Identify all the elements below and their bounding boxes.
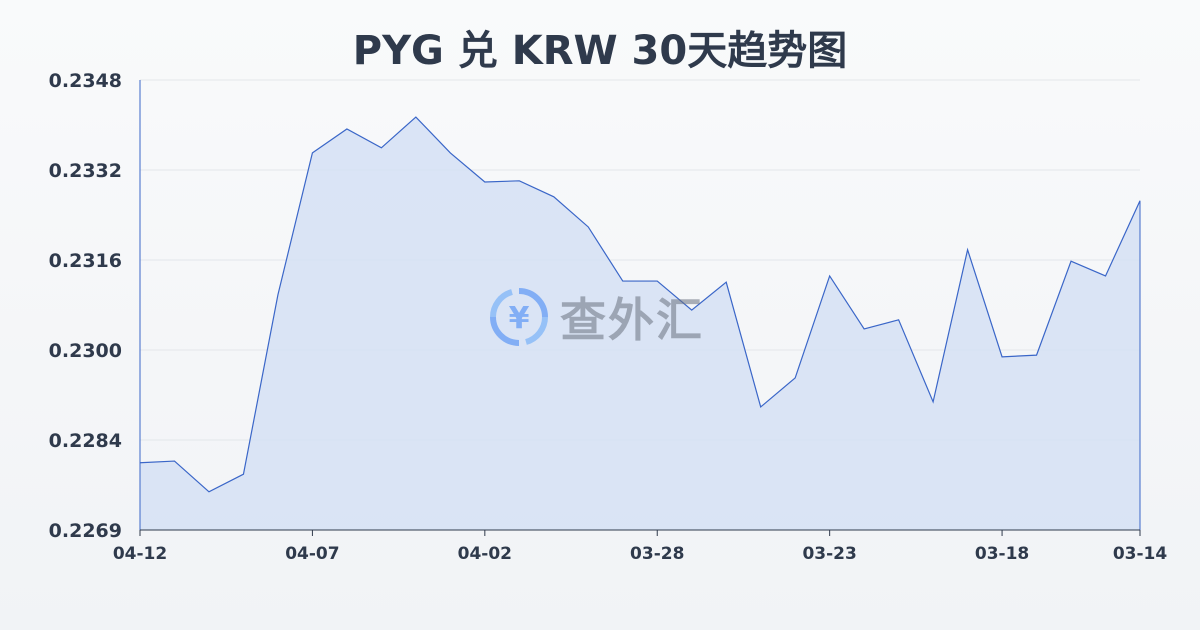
x-tick-label: 04-12: [113, 544, 167, 564]
x-tick-label: 03-18: [975, 544, 1029, 564]
y-tick-label: 0.2316: [49, 250, 122, 272]
svg-text:¥: ¥: [509, 301, 530, 336]
chart-title: PYG 兑 KRW 30天趋势图: [352, 28, 848, 74]
x-tick-label: 04-02: [458, 544, 512, 564]
x-tick-label: 03-28: [630, 544, 684, 564]
x-tick-label: 03-14: [1113, 544, 1168, 564]
y-tick-label: 0.2284: [49, 430, 122, 452]
area-fill: [140, 117, 1140, 530]
x-tick-label: 04-07: [285, 544, 339, 564]
y-tick-label: 0.2300: [49, 340, 122, 362]
watermark-text: 查外汇: [560, 293, 704, 347]
y-tick-label: 0.2348: [49, 70, 122, 92]
x-tick-label: 03-23: [802, 544, 856, 564]
watermark: ¥ 查外汇: [488, 284, 704, 350]
yen-exchange-icon: ¥: [490, 288, 548, 346]
y-tick-label: 0.2332: [49, 160, 122, 182]
y-tick-label: 0.2269: [49, 520, 122, 542]
series-line: [139, 116, 1141, 493]
